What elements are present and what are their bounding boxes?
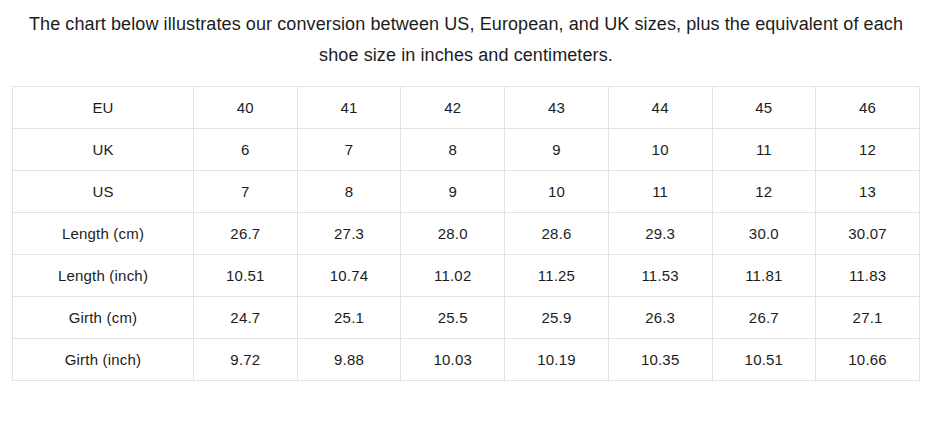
row-label: EU [13, 87, 194, 129]
value-cell: 13 [816, 171, 920, 213]
table-row: Girth (cm)24.725.125.525.926.326.727.1 [13, 297, 920, 339]
value-cell: 41 [297, 87, 401, 129]
row-label: Girth (inch) [13, 339, 194, 381]
value-cell: 10.74 [297, 255, 401, 297]
size-conversion-table-container: EU40414243444546UK6789101112US7891011121… [12, 86, 920, 381]
table-row: Length (inch)10.5110.7411.0211.2511.5311… [13, 255, 920, 297]
value-cell: 7 [194, 171, 298, 213]
value-cell: 25.5 [401, 297, 505, 339]
table-row: Girth (inch)9.729.8810.0310.1910.3510.51… [13, 339, 920, 381]
value-cell: 10.66 [816, 339, 920, 381]
value-cell: 8 [401, 129, 505, 171]
table-row: EU40414243444546 [13, 87, 920, 129]
value-cell: 25.9 [505, 297, 609, 339]
value-cell: 10.51 [194, 255, 298, 297]
size-conversion-table: EU40414243444546UK6789101112US7891011121… [12, 86, 920, 381]
value-cell: 8 [297, 171, 401, 213]
row-label: UK [13, 129, 194, 171]
value-cell: 24.7 [194, 297, 298, 339]
value-cell: 10.35 [608, 339, 712, 381]
value-cell: 10.19 [505, 339, 609, 381]
value-cell: 43 [505, 87, 609, 129]
value-cell: 27.3 [297, 213, 401, 255]
value-cell: 11.53 [608, 255, 712, 297]
value-cell: 30.07 [816, 213, 920, 255]
value-cell: 26.3 [608, 297, 712, 339]
value-cell: 11.25 [505, 255, 609, 297]
row-label: Length (inch) [13, 255, 194, 297]
intro-text: The chart below illustrates our conversi… [14, 0, 919, 71]
value-cell: 9 [401, 171, 505, 213]
value-cell: 7 [297, 129, 401, 171]
value-cell: 30.0 [712, 213, 816, 255]
value-cell: 28.6 [505, 213, 609, 255]
row-label: Length (cm) [13, 213, 194, 255]
value-cell: 9 [505, 129, 609, 171]
value-cell: 9.72 [194, 339, 298, 381]
value-cell: 11.81 [712, 255, 816, 297]
value-cell: 11.02 [401, 255, 505, 297]
value-cell: 9.88 [297, 339, 401, 381]
value-cell: 10.51 [712, 339, 816, 381]
size-table-body: EU40414243444546UK6789101112US7891011121… [13, 87, 920, 381]
value-cell: 11.83 [816, 255, 920, 297]
value-cell: 10 [608, 129, 712, 171]
value-cell: 27.1 [816, 297, 920, 339]
value-cell: 11 [712, 129, 816, 171]
row-label: US [13, 171, 194, 213]
row-label: Girth (cm) [13, 297, 194, 339]
value-cell: 10.03 [401, 339, 505, 381]
value-cell: 6 [194, 129, 298, 171]
value-cell: 44 [608, 87, 712, 129]
value-cell: 12 [816, 129, 920, 171]
value-cell: 46 [816, 87, 920, 129]
value-cell: 12 [712, 171, 816, 213]
value-cell: 26.7 [712, 297, 816, 339]
value-cell: 25.1 [297, 297, 401, 339]
value-cell: 42 [401, 87, 505, 129]
value-cell: 45 [712, 87, 816, 129]
table-row: UK6789101112 [13, 129, 920, 171]
value-cell: 26.7 [194, 213, 298, 255]
value-cell: 40 [194, 87, 298, 129]
value-cell: 29.3 [608, 213, 712, 255]
value-cell: 10 [505, 171, 609, 213]
value-cell: 28.0 [401, 213, 505, 255]
table-row: Length (cm)26.727.328.028.629.330.030.07 [13, 213, 920, 255]
value-cell: 11 [608, 171, 712, 213]
table-row: US78910111213 [13, 171, 920, 213]
